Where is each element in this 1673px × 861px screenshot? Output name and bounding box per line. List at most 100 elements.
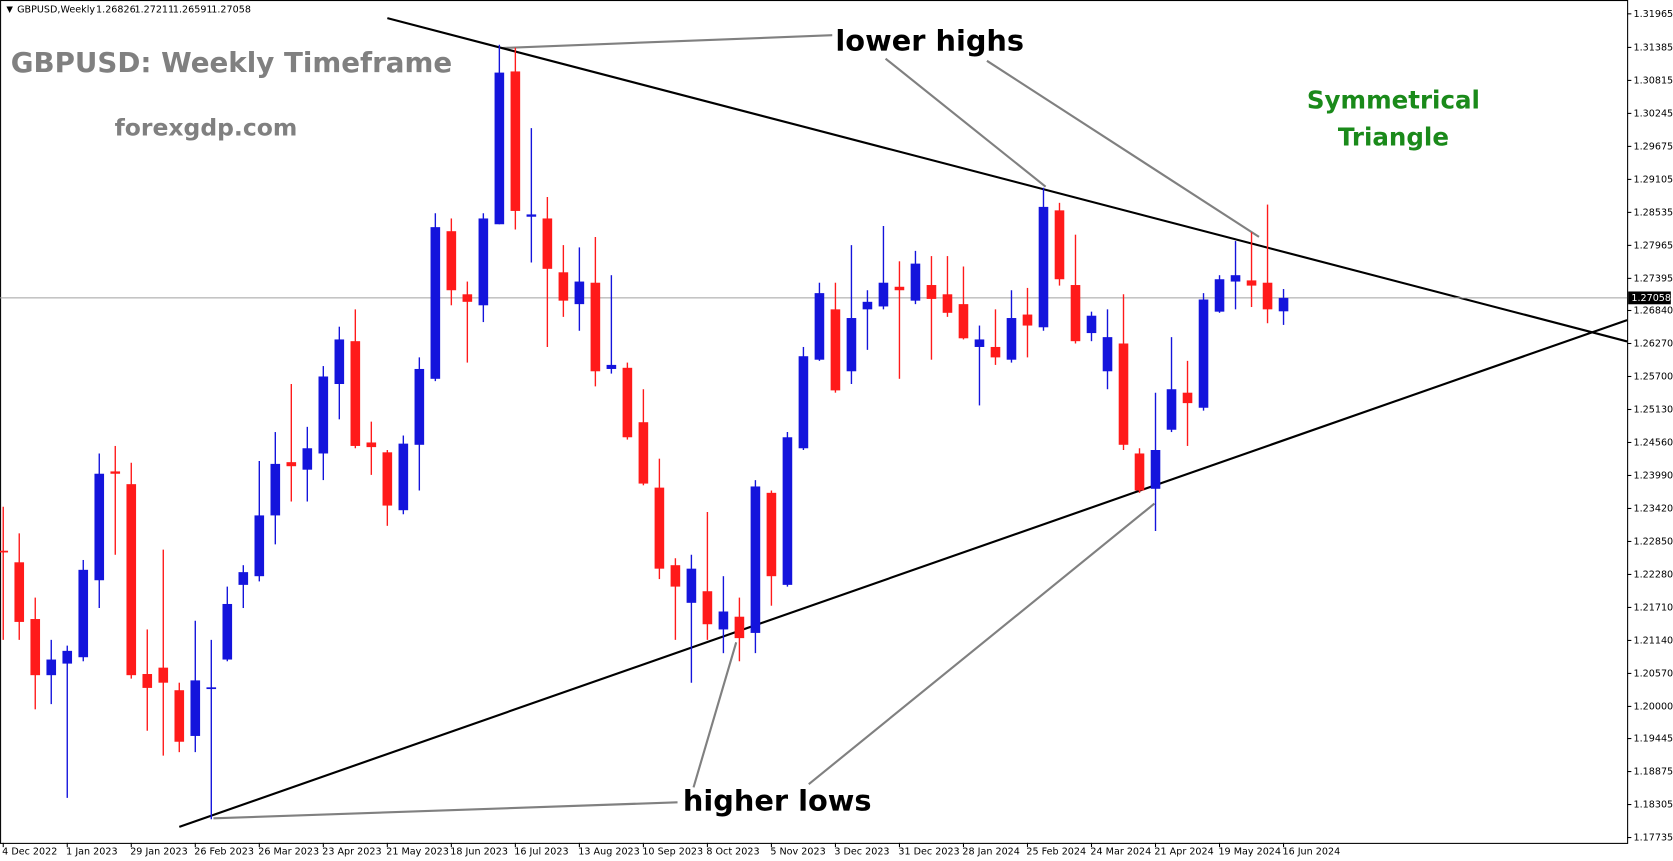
candle-body: [350, 341, 361, 446]
y-tick-label: 1.23990: [1633, 470, 1673, 481]
candle-body: [750, 486, 761, 633]
pointer-line: [692, 641, 738, 788]
candle-body: [14, 562, 25, 622]
candle-body: [62, 650, 73, 664]
lower-trendline: [178, 319, 1628, 828]
candle-body: [878, 282, 889, 307]
y-tick-label: 1.25130: [1633, 404, 1673, 415]
x-tick-label: 26 Feb 2023: [194, 846, 254, 857]
y-tick-label: 1.26840: [1633, 306, 1673, 317]
candle-body: [718, 611, 729, 630]
candle-body: [1198, 299, 1209, 408]
candle-body: [1038, 206, 1049, 328]
candle-body: [622, 367, 633, 438]
x-tick-label: 8 Oct 2023: [706, 846, 759, 857]
chart-subtitle: forexgdp.com: [115, 114, 298, 142]
y-tick-label: 1.18875: [1633, 767, 1673, 778]
candle-body: [974, 339, 985, 347]
upper-trendline: [387, 17, 1628, 343]
candle-body: [926, 285, 937, 299]
y-tick-label: 1.23420: [1633, 503, 1673, 514]
y-tick-label: 1.22850: [1633, 536, 1673, 547]
candle-body: [142, 674, 153, 688]
x-tick-label: 1 Jan 2023: [66, 846, 117, 857]
candle-body: [510, 71, 521, 211]
x-tick-label: 31 Dec 2023: [898, 846, 959, 857]
candle-body: [206, 687, 217, 690]
candle-body: [766, 492, 777, 577]
candle-body: [238, 572, 249, 585]
y-tick-label: 1.27965: [1633, 240, 1673, 251]
x-tick-label: 4 Dec 2022: [2, 846, 57, 857]
candle-body: [910, 263, 921, 301]
pattern-label: Triangle: [1338, 123, 1449, 152]
y-tick-label: 1.20000: [1633, 701, 1673, 712]
candle-body: [1070, 285, 1081, 342]
y-tick-label: 1.29675: [1633, 141, 1673, 152]
x-tick-label: 26 Mar 2023: [258, 846, 319, 857]
last-price-label: 1.27058: [1631, 293, 1671, 304]
candle-body: [798, 356, 809, 449]
candle-body: [1150, 450, 1161, 489]
candle-body: [734, 616, 745, 639]
y-tick-label: 1.21140: [1633, 635, 1673, 646]
candle-body: [1086, 315, 1097, 334]
y-tick-label: 1.26270: [1633, 338, 1673, 349]
pointer-line: [884, 57, 1047, 188]
candle-body: [814, 293, 825, 360]
candle-body: [942, 294, 953, 313]
x-tick-label: 28 Jan 2024: [962, 846, 1020, 857]
y-tick-label: 1.21710: [1633, 602, 1673, 613]
x-tick-label: 19 May 2024: [1218, 846, 1281, 857]
candle-body: [398, 443, 409, 511]
candle-body: [430, 227, 441, 379]
candle-body: [990, 346, 1001, 358]
candle-body: [190, 680, 201, 736]
candle-body: [846, 318, 857, 372]
pointer-lines: [213, 34, 1260, 820]
candle-body: [30, 619, 41, 676]
candle-body: [958, 304, 969, 339]
annotation-upper: lower highs: [835, 24, 1024, 58]
candle-body: [1246, 280, 1257, 286]
candle-body: [110, 471, 121, 474]
candle-body: [526, 214, 537, 217]
header-low: 1.26591: [173, 5, 213, 16]
candle-body: [686, 568, 697, 603]
candle-body: [94, 473, 105, 581]
y-tick-label: 1.27395: [1633, 273, 1673, 284]
candle-body: [1054, 210, 1065, 280]
candle-body: [1006, 318, 1017, 360]
y-tick-label: 1.30815: [1633, 75, 1673, 86]
candle-body: [894, 286, 905, 291]
plot-frame: [0, 0, 1629, 844]
candle-body: [414, 368, 425, 445]
candle-body: [558, 272, 569, 301]
candle-body: [270, 463, 281, 516]
x-tick-label: 3 Dec 2023: [834, 846, 889, 857]
y-tick-label: 1.19445: [1633, 734, 1673, 745]
y-tick-label: 1.31965: [1633, 9, 1673, 20]
candle-body: [0, 550, 9, 553]
x-tick-label: 18 Jun 2023: [450, 846, 508, 857]
candle-body: [478, 218, 489, 306]
pointer-line: [213, 801, 678, 820]
y-tick-label: 1.31385: [1633, 42, 1673, 53]
annotation-lower: higher lows: [683, 783, 872, 817]
x-tick-label: 24 Mar 2024: [1090, 846, 1151, 857]
pattern-label: Symmetrical: [1307, 85, 1480, 114]
candle-body: [366, 442, 377, 448]
x-tick-label: 29 Jan 2023: [130, 846, 188, 857]
candle-body: [222, 603, 233, 660]
candle-body: [590, 282, 601, 372]
candle-body: [254, 515, 265, 577]
x-tick-label: 16 Jun 2024: [1282, 846, 1340, 857]
candle-body: [334, 339, 345, 385]
x-tick-label: 16 Jul 2023: [514, 846, 568, 857]
candle-body: [286, 462, 297, 467]
candle-body: [46, 659, 57, 676]
candle-body: [830, 309, 841, 391]
candle-body: [574, 281, 585, 305]
candle-body: [318, 376, 329, 454]
